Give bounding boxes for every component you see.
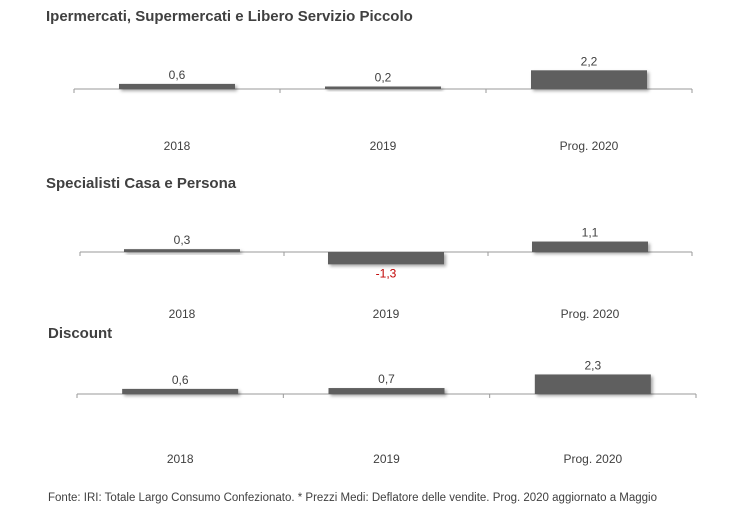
category-label: Prog. 2020 [560, 139, 619, 153]
category-label: 2018 [167, 452, 194, 466]
category-label: Prog. 2020 [561, 307, 620, 321]
data-label: 0,6 [172, 373, 189, 387]
chart-2: 0,3 2018 -1,3 2019 1,1 Prog. 2020 [79, 226, 693, 321]
data-label: 2,2 [581, 54, 598, 68]
category-label: 2019 [370, 139, 397, 153]
category-label: 2018 [164, 139, 191, 153]
chart-3-title: Discount [48, 325, 113, 342]
bar-2019 [328, 388, 445, 394]
source-footnote: Fonte: IRI: Totale Largo Consumo Confezi… [48, 492, 658, 504]
bar-2019 [325, 86, 441, 89]
data-label: 0,3 [174, 233, 191, 247]
chart-1: 0,6 2018 0,2 2019 2,2 Prog. 2020 [73, 54, 693, 153]
data-label: 1,1 [582, 226, 599, 240]
data-label: -1,3 [376, 266, 397, 280]
data-label: 0,7 [378, 372, 395, 386]
data-label: 0,6 [169, 68, 186, 82]
category-label: 2018 [169, 307, 196, 321]
category-label: 2019 [373, 452, 400, 466]
chart-3: 0,6 2018 0,7 2019 2,3 Prog. 2020 [76, 358, 697, 466]
bar-2018 [119, 83, 235, 89]
bar-2018 [122, 388, 239, 394]
bar-prog-2020 [532, 241, 648, 252]
bar-prog-2020 [531, 70, 647, 89]
data-label: 2,3 [584, 358, 601, 372]
bar-prog-2020 [534, 374, 651, 394]
category-label: Prog. 2020 [563, 452, 622, 466]
chart-1-title: Ipermercati, Supermercati e Libero Servi… [46, 8, 413, 25]
bar-2019 [328, 252, 444, 265]
data-label: 0,2 [375, 71, 392, 85]
category-label: 2019 [373, 307, 400, 321]
bar-2018 [124, 249, 240, 252]
chart-2-title: Specialisti Casa e Persona [46, 175, 237, 192]
